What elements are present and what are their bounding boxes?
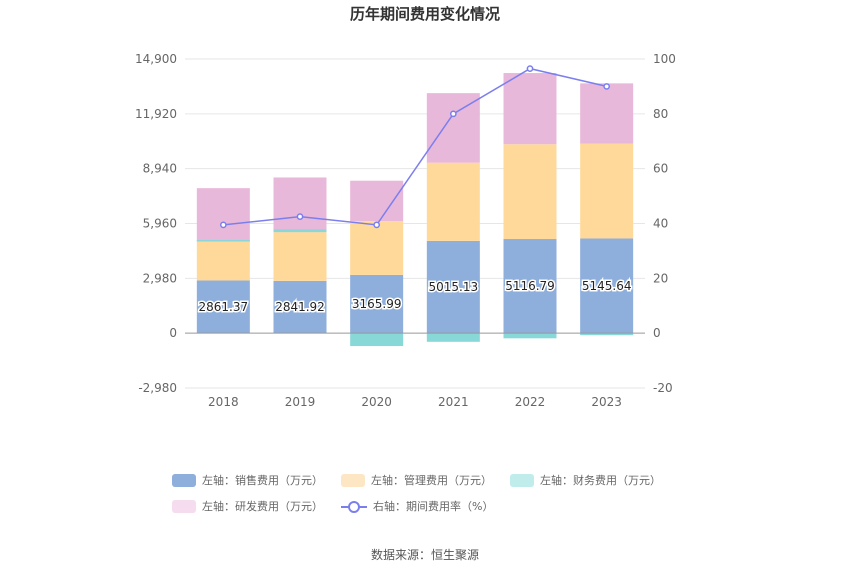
- rate-point: [296, 213, 304, 220]
- sales-value-label: 3165.99: [352, 297, 402, 311]
- legend-swatch-rate: [341, 500, 367, 513]
- legend-swatch-rd: [172, 499, 196, 513]
- bar-segment: [426, 240, 480, 334]
- bar-segment: [580, 333, 634, 336]
- x-tick-label: 2023: [591, 395, 622, 409]
- bar-segment: [273, 229, 327, 233]
- x-tick-label: 2021: [438, 395, 469, 409]
- chart: 历年期间费用变化情况 2861.37 2841.92 3165.99 5015.13 5…: [135, 5, 676, 409]
- bar-segment: [196, 240, 250, 242]
- rate-point: [526, 65, 534, 72]
- bar-segment: [503, 239, 557, 334]
- legend-item-sales[interactable]: 左轴：销售费用（万元）: [172, 472, 323, 488]
- bar-segment: [580, 238, 634, 334]
- left-tick-label: 11,920: [135, 107, 177, 121]
- legend-item-admin[interactable]: 左轴：管理费用（万元）: [341, 472, 492, 488]
- bar-segment: [350, 180, 404, 222]
- bar-segment: [580, 143, 634, 239]
- sales-value-label: 5116.79: [505, 279, 555, 293]
- bar-segment: [580, 83, 634, 144]
- right-tick-label: 80: [653, 107, 668, 121]
- left-axis-ticks: -2,980 0 2,980 5,960 8,940 11,920 14,900: [135, 52, 177, 395]
- grid: [185, 58, 645, 389]
- x-tick-label: 2019: [285, 395, 316, 409]
- bar-segment: [503, 144, 557, 240]
- legend-swatch-finance: [510, 473, 534, 487]
- rate-point: [449, 110, 457, 118]
- bar-segment: [196, 188, 250, 242]
- sales-value-label: 5015.13: [429, 280, 479, 294]
- x-tick-label: 2022: [515, 395, 546, 409]
- legend: 左轴：销售费用（万元） 左轴：管理费用（万元） 左轴：财务费用（万元） 左轴：研…: [172, 472, 692, 524]
- legend-label-rd: 左轴：研发费用（万元）: [202, 500, 323, 513]
- left-tick-label: 8,940: [143, 162, 177, 176]
- legend-item-rd[interactable]: 左轴：研发费用（万元）: [172, 498, 323, 514]
- bar-segment: [426, 93, 480, 163]
- data-source: 数据来源：恒生聚源: [370, 548, 479, 562]
- bar-segment: [273, 232, 327, 281]
- bar-segment: [350, 274, 404, 334]
- right-axis-ticks: -20 0 20 40 60 80 100: [653, 52, 676, 395]
- legend-item-rate[interactable]: 右轴：期间费用率（%）: [341, 498, 493, 514]
- rate-line-path: [223, 67, 607, 226]
- sales-value-label: 2841.92: [275, 300, 325, 314]
- rate-point: [219, 221, 227, 229]
- bar-segment: [426, 162, 480, 241]
- rate-point: [373, 221, 381, 229]
- bar-segment: [350, 221, 404, 275]
- bar-segment: [196, 241, 250, 281]
- legend-swatch-sales: [172, 473, 196, 487]
- right-tick-label: 60: [653, 162, 668, 176]
- sales-value-label: 5145.64: [582, 279, 632, 293]
- x-axis-ticks: 2018 2019 2020 2021 2022 2023: [208, 395, 622, 409]
- rate-line: [219, 65, 611, 229]
- bar-segment: [426, 333, 480, 342]
- legend-label-admin: 左轴：管理费用（万元）: [371, 474, 492, 487]
- legend-item-finance[interactable]: 左轴：财务费用（万元）: [510, 472, 661, 488]
- sales-value-label: 2861.37: [199, 300, 249, 314]
- bars: [196, 73, 634, 347]
- left-tick-label: -2,980: [138, 381, 177, 395]
- left-tick-label: 0: [169, 326, 177, 340]
- right-tick-label: 20: [653, 271, 668, 285]
- chart-title: 历年期间费用变化情况: [350, 5, 500, 23]
- left-tick-label: 2,980: [143, 271, 177, 285]
- legend-label-rate: 右轴：期间费用率（%）: [373, 500, 494, 513]
- left-tick-label: 14,900: [135, 52, 177, 66]
- right-tick-label: -20: [653, 381, 673, 395]
- x-tick-label: 2020: [361, 395, 392, 409]
- rate-point: [603, 83, 611, 90]
- bar-segment: [273, 177, 327, 233]
- x-tick-label: 2018: [208, 395, 239, 409]
- data-labels: 2861.37 2841.92 3165.99 5015.13 5116.79 5145.…: [197, 277, 633, 315]
- bar-segment: [273, 280, 327, 334]
- bar-segment: [350, 333, 404, 347]
- right-tick-label: 100: [653, 52, 676, 66]
- bar-segment: [503, 333, 557, 339]
- right-tick-label: 0: [653, 326, 661, 340]
- legend-label-sales: 左轴：销售费用（万元）: [202, 474, 323, 487]
- bar-segment: [503, 73, 557, 145]
- left-tick-label: 5,960: [143, 217, 177, 231]
- right-tick-label: 40: [653, 217, 668, 231]
- bar-segment: [196, 280, 250, 334]
- legend-swatch-admin: [341, 473, 365, 487]
- legend-label-finance: 左轴：财务费用（万元）: [540, 474, 661, 487]
